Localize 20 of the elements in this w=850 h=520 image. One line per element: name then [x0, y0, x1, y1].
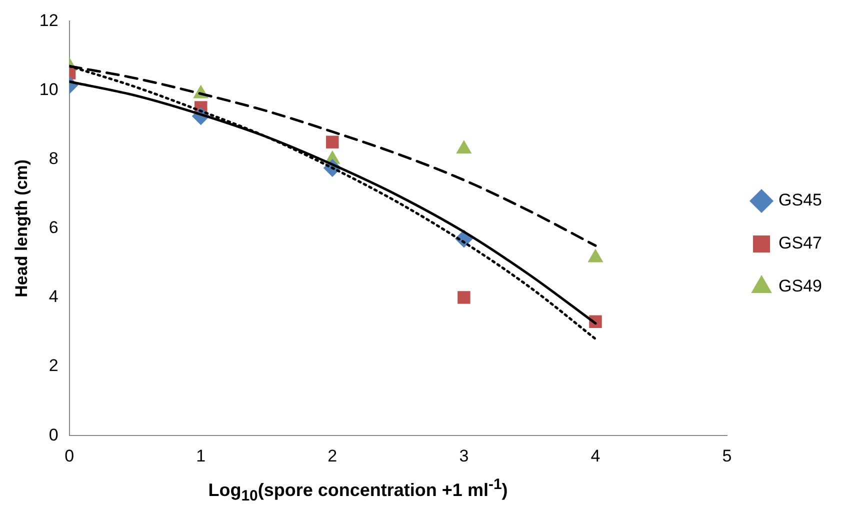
x-tick-label: 4 — [590, 446, 600, 466]
x-tick-label: 2 — [328, 446, 338, 466]
legend-label: GS47 — [778, 234, 822, 253]
y-tick-label: 2 — [48, 356, 58, 376]
y-tick-label: 0 — [48, 425, 58, 444]
y-axis-title: Head length (cm) — [12, 159, 31, 298]
x-tick-label: 3 — [459, 446, 469, 466]
point — [326, 136, 339, 148]
y-tick-label: 8 — [48, 149, 58, 168]
x-tick-label: 5 — [722, 446, 732, 466]
legend-label: GS49 — [778, 276, 822, 296]
x-tick-label: 1 — [196, 446, 206, 466]
y-tick-label: 6 — [48, 218, 58, 238]
y-tick-label: 4 — [48, 287, 58, 306]
x-axis-title: Log$_{10}$(spore concentration +1 ml$^{-1}$) — [207, 476, 509, 505]
point — [458, 291, 470, 304]
y-tick-label: 10 — [39, 80, 58, 99]
x-tick-label: 0 — [64, 446, 74, 466]
y-tick-label: 12 — [39, 10, 58, 30]
legend-label: GS45 — [778, 190, 822, 210]
